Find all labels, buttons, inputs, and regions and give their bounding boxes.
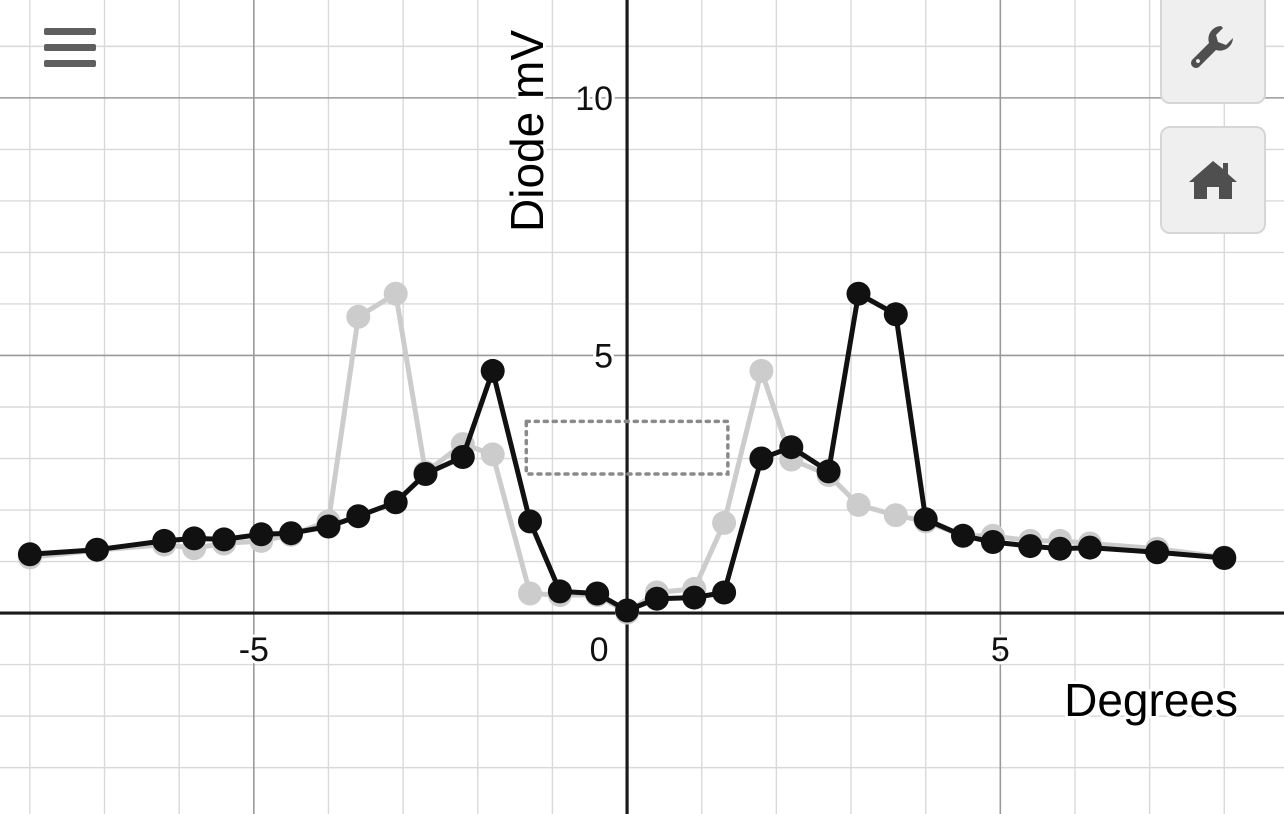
- data-point[interactable]: [980, 530, 1005, 554]
- data-point[interactable]: [85, 537, 109, 562]
- data-point[interactable]: [383, 281, 408, 306]
- data-point[interactable]: [951, 523, 975, 548]
- data-point[interactable]: [152, 528, 177, 553]
- data-point[interactable]: [480, 358, 505, 383]
- data-point[interactable]: [480, 442, 505, 467]
- data-point[interactable]: [450, 445, 475, 469]
- menu-button[interactable]: [38, 24, 100, 78]
- data-point[interactable]: [17, 542, 42, 567]
- data-point[interactable]: [518, 581, 542, 606]
- data-point[interactable]: [615, 598, 640, 623]
- y-axis-title: Diode mV: [501, 30, 553, 232]
- data-point[interactable]: [1048, 536, 1072, 561]
- home-button[interactable]: [1160, 126, 1266, 234]
- data-point[interactable]: [1077, 535, 1102, 560]
- data-point[interactable]: [585, 581, 610, 606]
- x-tick-label: -5: [239, 631, 269, 669]
- data-point[interactable]: [316, 514, 341, 539]
- hamburger-menu-icon: [44, 28, 96, 35]
- data-point[interactable]: [279, 521, 304, 546]
- data-point[interactable]: [749, 446, 774, 471]
- data-point[interactable]: [383, 490, 408, 515]
- menu-icon-bar: [44, 44, 96, 51]
- data-point[interactable]: [249, 522, 274, 547]
- data-point[interactable]: [682, 585, 707, 610]
- data-point[interactable]: [816, 459, 841, 484]
- home-icon: [1189, 161, 1237, 199]
- x-tick-label: 5: [991, 631, 1010, 669]
- x-tick-label: 0: [590, 631, 609, 669]
- data-point[interactable]: [518, 509, 542, 534]
- data-point[interactable]: [779, 435, 804, 460]
- data-point[interactable]: [712, 580, 737, 605]
- data-point[interactable]: [413, 462, 438, 486]
- data-point[interactable]: [346, 304, 371, 329]
- data-series[interactable]: [17, 281, 1237, 625]
- data-point[interactable]: [846, 281, 871, 306]
- x-axis-title: Degrees: [1064, 674, 1238, 726]
- data-point[interactable]: [1145, 540, 1170, 565]
- wrench-icon: [1191, 26, 1233, 68]
- data-point[interactable]: [182, 526, 207, 551]
- menu-icon-bar: [44, 60, 96, 67]
- settings-button[interactable]: [1160, 0, 1266, 104]
- data-point[interactable]: [883, 302, 908, 327]
- y-tick-label: 5: [594, 337, 613, 375]
- y-tick-label: 10: [575, 80, 613, 118]
- data-point[interactable]: [1018, 534, 1043, 559]
- data-point[interactable]: [644, 586, 669, 611]
- dotted-rectangle-annotation: [524, 419, 730, 476]
- data-point[interactable]: [913, 507, 938, 532]
- data-point[interactable]: [712, 510, 737, 535]
- data-point[interactable]: [749, 358, 774, 383]
- annotations: [524, 419, 730, 476]
- data-point[interactable]: [846, 492, 871, 517]
- data-point[interactable]: [212, 527, 236, 552]
- data-point[interactable]: [1212, 546, 1237, 570]
- data-point[interactable]: [346, 504, 371, 529]
- data-point[interactable]: [883, 503, 908, 528]
- data-point[interactable]: [547, 579, 572, 604]
- tick-labels: -5 0 5 5 10: [236, 77, 1013, 672]
- series-2[interactable]: [17, 281, 1237, 623]
